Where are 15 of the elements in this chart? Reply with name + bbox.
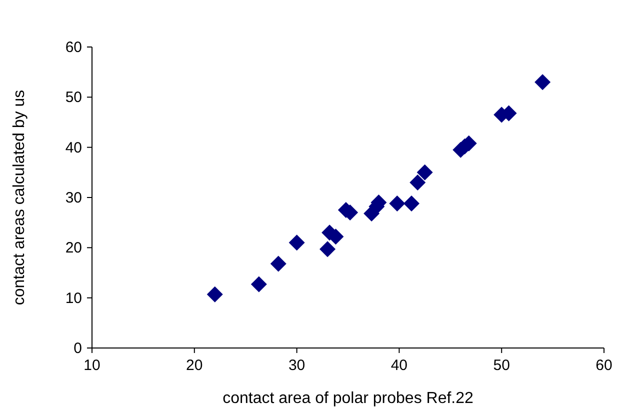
y-axis-title: contact areas calculated by us (11, 90, 28, 306)
y-tick-label: 30 (65, 190, 82, 206)
y-tick-label: 40 (65, 139, 82, 156)
x-axis-title: contact area of polar probes Ref.22 (222, 390, 474, 407)
x-tick-label: 50 (493, 357, 510, 374)
y-tick-label: 0 (74, 340, 82, 357)
y-tick-label: 10 (65, 290, 82, 307)
x-tick-label: 20 (186, 357, 203, 374)
x-tick-label: 10 (84, 357, 100, 374)
x-tick-label: 40 (390, 357, 408, 374)
y-tick-label: 50 (65, 89, 82, 106)
x-tick-label: 30 (288, 357, 306, 374)
x-tick-label: 60 (596, 357, 612, 374)
y-tick-label: 60 (65, 39, 82, 56)
y-tick-label: 20 (65, 240, 82, 257)
